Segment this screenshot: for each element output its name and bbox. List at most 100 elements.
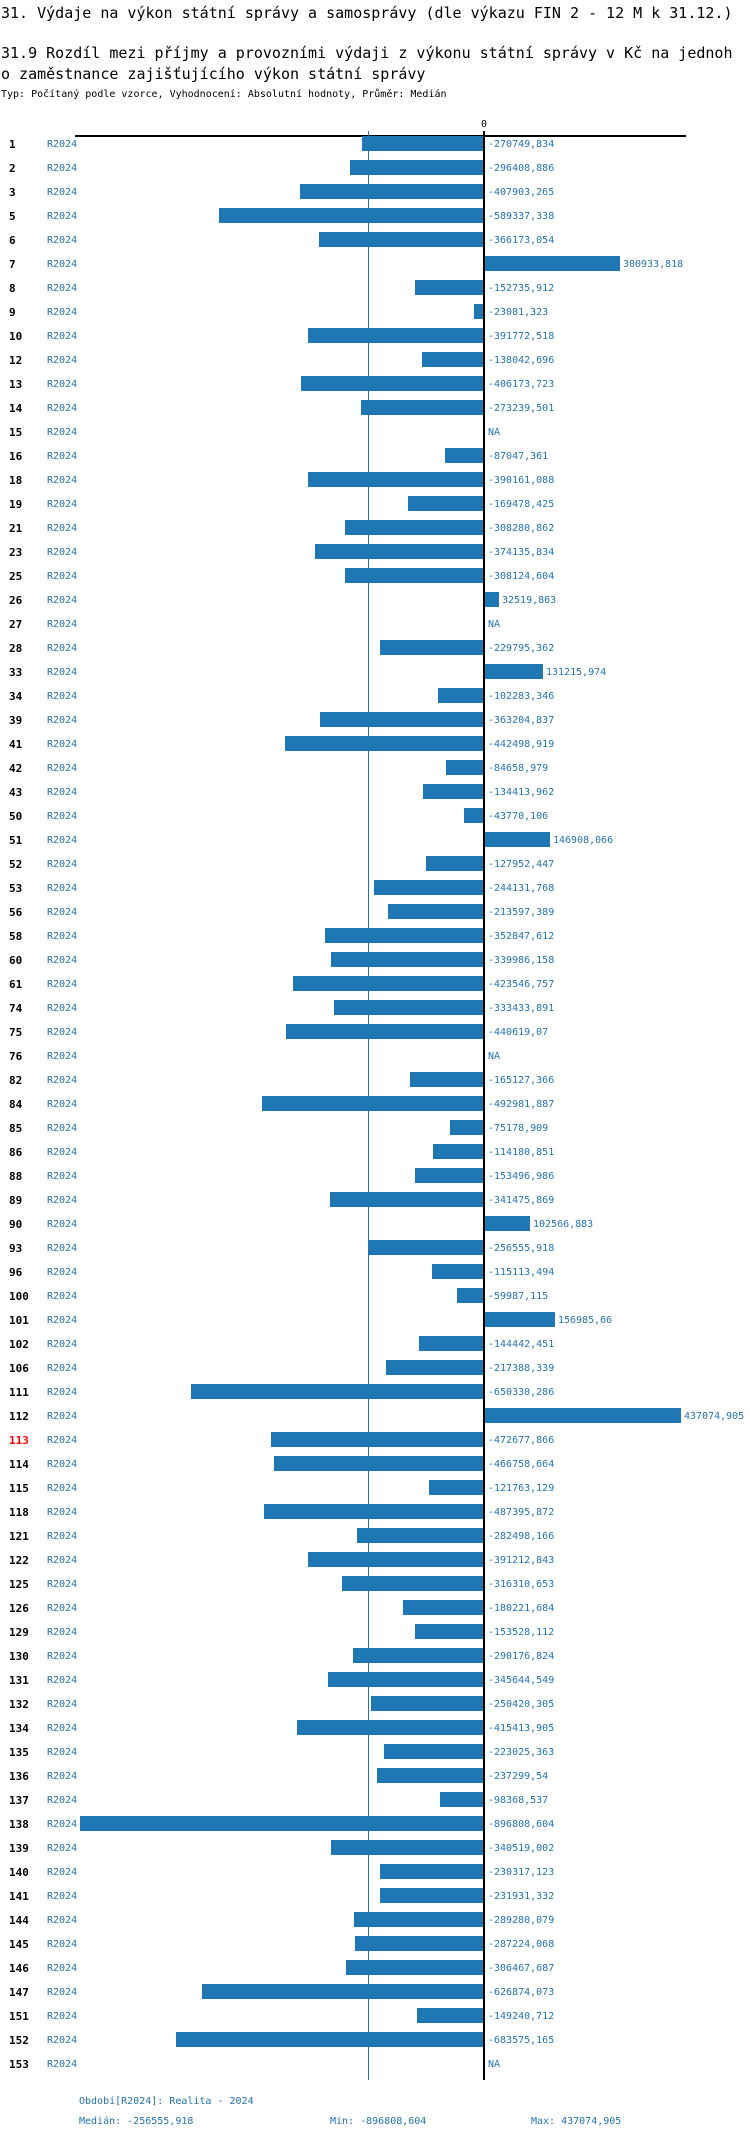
value-label: 102566,883 — [533, 1219, 594, 1230]
value-label: -290176,824 — [488, 1651, 555, 1662]
row-period-label: R2024 — [47, 1147, 78, 1158]
value-label: -115113,494 — [488, 1267, 555, 1278]
value-label: -127952,447 — [488, 859, 555, 870]
value-label: -149240,712 — [488, 2011, 555, 2022]
row-period-label: R2024 — [47, 355, 78, 366]
bar — [285, 736, 484, 751]
row-id-label: 132 — [9, 1698, 29, 1711]
value-label: NA — [488, 619, 501, 630]
row-id-label: 151 — [9, 2010, 29, 2023]
bar — [484, 1216, 530, 1231]
row-id-label: 102 — [9, 1338, 29, 1351]
bar — [371, 1696, 484, 1711]
row-id-label: 100 — [9, 1290, 29, 1303]
row-id-label: 12 — [9, 354, 23, 367]
row-period-label: R2024 — [47, 1099, 78, 1110]
row-id-label: 152 — [9, 2034, 29, 2047]
row-period-label: R2024 — [47, 643, 78, 654]
row-id-label: 56 — [9, 906, 23, 919]
value-label: -43770,106 — [488, 811, 549, 822]
row-period-label: R2024 — [47, 1459, 78, 1470]
bar — [445, 448, 484, 463]
row-period-label: R2024 — [47, 427, 78, 438]
value-label: -152735,912 — [488, 283, 555, 294]
bar — [345, 520, 484, 535]
row-id-label: 13 — [9, 378, 23, 391]
zero-tick-label: 0 — [481, 119, 488, 130]
value-label: NA — [488, 1051, 501, 1062]
row-id-label: 139 — [9, 1842, 29, 1855]
value-label: -374135,834 — [488, 547, 555, 558]
value-label: -121763,129 — [488, 1483, 555, 1494]
row-period-label: R2024 — [47, 931, 78, 942]
value-label: -366173,054 — [488, 235, 555, 246]
value-label: -423546,757 — [488, 979, 555, 990]
value-label: -180221,684 — [488, 1603, 555, 1614]
row-period-label: R2024 — [47, 2059, 78, 2070]
row-id-label: 88 — [9, 1170, 23, 1183]
row-period-label: R2024 — [47, 1027, 78, 1038]
value-label: -896808,604 — [488, 1819, 555, 1830]
bar — [410, 1072, 484, 1087]
bar — [388, 904, 484, 919]
bar — [415, 1168, 484, 1183]
value-label: -466758,664 — [488, 1459, 555, 1470]
row-id-label: 141 — [9, 1890, 29, 1903]
row-id-label: 146 — [9, 1962, 29, 1975]
bar — [484, 664, 543, 679]
value-label: 437074,905 — [684, 1411, 745, 1422]
row-id-label: 25 — [9, 570, 23, 583]
value-label: -407903,265 — [488, 187, 555, 198]
bar — [450, 1120, 484, 1135]
row-period-label: R2024 — [47, 2011, 78, 2022]
value-label: -230317,123 — [488, 1867, 555, 1878]
value-label: -138042,696 — [488, 355, 555, 366]
row-id-label: 134 — [9, 1722, 29, 1735]
row-id-label: 106 — [9, 1362, 29, 1375]
row-period-label: R2024 — [47, 187, 78, 198]
bar — [368, 1240, 484, 1255]
row-id-label: 43 — [9, 786, 23, 799]
row-id-label: 145 — [9, 1938, 29, 1951]
value-label: -87047,361 — [488, 451, 549, 462]
bar — [331, 1840, 484, 1855]
bar — [355, 1936, 484, 1951]
bar — [433, 1144, 484, 1159]
row-period-label: R2024 — [47, 163, 78, 174]
bar — [320, 712, 484, 727]
row-period-label: R2024 — [47, 571, 78, 582]
bar — [440, 1792, 484, 1807]
bar — [301, 376, 484, 391]
row-period-label: R2024 — [47, 1891, 78, 1902]
row-id-label: 147 — [9, 1986, 29, 1999]
bar — [484, 832, 550, 847]
row-period-label: R2024 — [47, 1219, 78, 1230]
row-period-label: R2024 — [47, 307, 78, 318]
row-period-label: R2024 — [47, 595, 78, 606]
row-id-label: 2 — [9, 162, 16, 175]
value-label: -296408,886 — [488, 163, 555, 174]
bar — [362, 136, 484, 151]
row-id-label: 126 — [9, 1602, 29, 1615]
row-id-label: 135 — [9, 1746, 29, 1759]
row-period-label: R2024 — [47, 1579, 78, 1590]
bar — [423, 784, 484, 799]
row-period-label: R2024 — [47, 1123, 78, 1134]
row-period-label: R2024 — [47, 475, 78, 486]
value-label: -308280,862 — [488, 523, 555, 534]
value-label: -229795,362 — [488, 643, 555, 654]
row-period-label: R2024 — [47, 859, 78, 870]
bar — [484, 592, 499, 607]
row-id-label: 42 — [9, 762, 23, 775]
bar — [346, 1960, 484, 1975]
row-id-label: 89 — [9, 1194, 23, 1207]
value-label: -492981,887 — [488, 1099, 555, 1110]
row-id-label: 60 — [9, 954, 23, 967]
bar — [377, 1768, 484, 1783]
bar — [357, 1528, 484, 1543]
row-id-label: 28 — [9, 642, 23, 655]
row-period-label: R2024 — [47, 1411, 78, 1422]
row-period-label: R2024 — [47, 1651, 78, 1662]
value-label: NA — [488, 2059, 501, 2070]
